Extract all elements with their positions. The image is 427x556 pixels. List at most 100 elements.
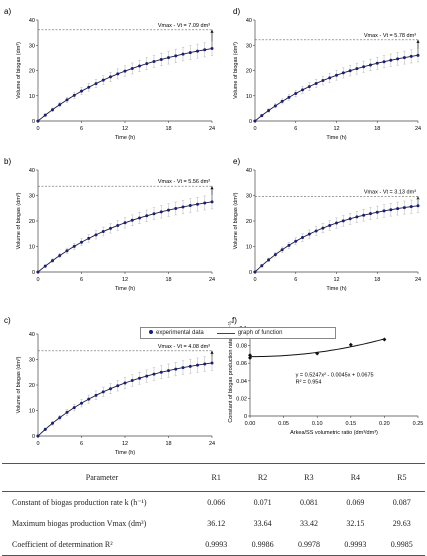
data-point: [87, 85, 91, 89]
function-line: [254, 205, 419, 273]
row-label: Coefficient of determination R²: [2, 534, 193, 556]
data-point: [267, 258, 271, 262]
row-label: Constant of biogas production rate k (h⁻…: [12, 498, 147, 507]
data-point: [87, 397, 91, 401]
data-point: [375, 210, 379, 214]
y-tick-label: 10: [29, 409, 35, 415]
x-tick-label: 6: [80, 277, 83, 283]
data-point: [116, 72, 120, 76]
y-tick-label: 0: [249, 270, 252, 276]
data-point: [409, 205, 413, 209]
data-point: [116, 384, 120, 388]
data-point: [181, 205, 185, 209]
data-point: [58, 254, 62, 258]
y-tick-label: 0: [32, 270, 35, 276]
data-point: [159, 370, 163, 374]
panel-label: a): [4, 7, 11, 16]
y-axis-label: Volume of biogas (dm³): [16, 42, 22, 99]
data-point: [145, 62, 149, 66]
results-table: Parameter R1 R2 R3 R4 R5 Constant of bio…: [2, 463, 425, 556]
x-axis-label: Time (h): [326, 286, 346, 292]
data-point: [416, 204, 420, 208]
y-tick-label: 20: [29, 383, 35, 389]
vmax-annotation: Vmax - Vt = 4.08 dm³: [158, 344, 210, 350]
data-point: [174, 367, 178, 371]
data-point: [368, 212, 372, 216]
data-point: [51, 421, 54, 425]
data-point: [210, 47, 214, 51]
data-point: [368, 63, 372, 67]
y-tick-label: 30: [246, 194, 252, 200]
vmax-annotation: Vmax - Vt = 3.13 dm³: [364, 189, 416, 195]
data-point: [130, 218, 134, 222]
table-cell: 0.9978: [285, 534, 333, 556]
data-point: [109, 75, 112, 79]
data-point: [402, 56, 406, 60]
data-point: [389, 208, 393, 212]
data-point: [36, 434, 40, 438]
data-point: [65, 98, 69, 102]
y-tick-label: 0: [32, 119, 35, 125]
y-tick-label: 10: [246, 245, 252, 251]
data-point: [382, 60, 386, 64]
data-point: [382, 337, 387, 342]
x-tick-label: 24: [209, 126, 215, 132]
y-tick-label: 0.06: [236, 361, 247, 367]
y-tick-label: 20: [29, 69, 35, 75]
data-point: [123, 381, 127, 385]
y-tick-label: 30: [29, 358, 35, 364]
panel-label: c): [4, 316, 11, 325]
data-point: [65, 410, 69, 414]
y-axis-label: Volume of biogas (dm³): [16, 356, 22, 413]
data-point: [253, 270, 257, 274]
column-header: R3: [285, 463, 333, 492]
panel-label: e): [233, 157, 240, 166]
data-point: [382, 209, 386, 213]
column-header: Parameter: [2, 463, 193, 492]
vmax-annotation: Vmax - Vt = 5.78 dm³: [364, 33, 416, 39]
table-cell: 0.066: [207, 498, 226, 507]
data-point: [335, 73, 338, 77]
data-point: [188, 204, 192, 208]
data-point: [348, 342, 353, 347]
data-point: [43, 113, 47, 117]
y-tick-label: 20: [29, 219, 35, 225]
data-point: [43, 264, 47, 268]
table-cell: 0.081: [299, 498, 318, 507]
x-tick-label: 24: [209, 441, 215, 447]
y-axis-label: Volume of biogas (dm³): [16, 192, 22, 249]
data-point: [280, 99, 284, 103]
data-point: [314, 229, 318, 233]
data-point: [348, 69, 352, 73]
arrow-head-icon: [210, 350, 214, 354]
column-header: R4: [332, 463, 379, 492]
table-cell: 36.12: [207, 519, 226, 528]
y-axis-label: Constant of biogas production rate k (h⁻…: [228, 321, 234, 423]
data-point: [72, 406, 76, 410]
x-axis-label: Time (h): [115, 286, 135, 292]
chart-panel: b) 0 6 12 18 24 0 10 20 30 40 Time (h) Volume of bio…: [4, 157, 215, 292]
data-point: [355, 215, 359, 219]
panel-label: b): [4, 157, 11, 166]
x-tick-label: 6: [294, 277, 297, 283]
data-point: [294, 91, 298, 95]
data-point: [248, 355, 252, 360]
x-tick-label: 0.05: [278, 421, 289, 427]
data-point: [80, 401, 83, 405]
data-point: [307, 85, 311, 89]
panel-label: d): [233, 7, 240, 16]
data-point: [389, 58, 393, 62]
data-point: [123, 69, 127, 73]
data-point: [167, 56, 170, 60]
table-cell: 33.64: [253, 519, 272, 528]
data-point: [94, 82, 98, 86]
y-tick-label: 40: [29, 18, 35, 24]
data-point: [273, 104, 277, 108]
x-tick-label: 24: [415, 126, 421, 132]
data-point: [138, 376, 141, 380]
y-tick-label: 40: [246, 18, 252, 24]
y-tick-label: 0: [244, 414, 247, 420]
data-point: [130, 66, 134, 70]
y-tick-label: 0.08: [236, 344, 247, 350]
data-point: [80, 89, 83, 93]
